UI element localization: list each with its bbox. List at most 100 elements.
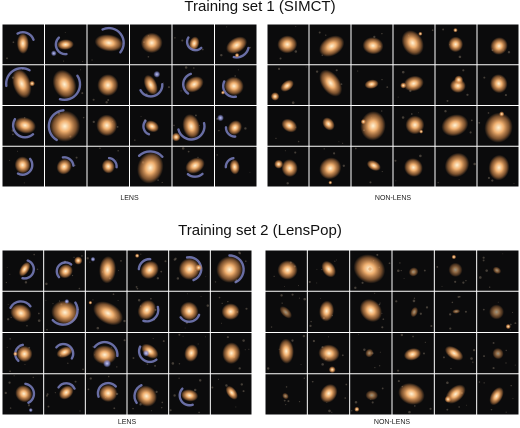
galaxy-source <box>140 32 163 54</box>
background-source <box>173 394 176 397</box>
background-source <box>7 303 9 305</box>
cutout-image <box>2 24 44 65</box>
background-source <box>298 401 301 403</box>
background-source <box>36 268 39 271</box>
background-source <box>374 367 376 369</box>
galaxy-source <box>136 385 157 407</box>
background-source <box>226 336 229 339</box>
background-source <box>399 262 401 264</box>
lensed-arc <box>16 157 34 176</box>
background-source <box>505 349 507 352</box>
background-source <box>457 295 460 298</box>
lensed-arc <box>101 26 125 54</box>
background-source <box>4 391 7 395</box>
galaxy-source <box>404 158 423 177</box>
background-source <box>464 310 467 313</box>
cutout-image <box>2 374 44 415</box>
cutout-image <box>45 65 87 105</box>
cutout-image <box>267 24 309 65</box>
background-source <box>193 388 197 392</box>
background-source <box>221 322 223 324</box>
background-source <box>117 300 119 301</box>
background-source <box>381 32 383 35</box>
lensed-arc <box>55 261 73 279</box>
background-source <box>483 355 485 358</box>
cutout-image <box>307 250 350 291</box>
cutout-image <box>392 374 434 415</box>
background-source <box>469 131 472 134</box>
background-source <box>401 116 405 119</box>
background-source <box>67 362 69 364</box>
background-source <box>333 152 336 155</box>
cutout-image <box>169 250 210 291</box>
galaxy-source <box>441 114 469 137</box>
cutout-image <box>351 106 393 146</box>
background-source <box>249 46 251 49</box>
background-source <box>305 66 307 68</box>
galaxy-source <box>178 258 201 280</box>
background-source <box>150 297 152 300</box>
background-source <box>316 282 318 284</box>
companion-source <box>453 28 458 33</box>
cutout-image <box>267 146 309 187</box>
background-source <box>490 408 493 411</box>
galaxy-source <box>408 267 419 277</box>
galaxy-source <box>93 301 123 326</box>
background-source <box>63 60 65 62</box>
galaxy-source <box>401 30 424 56</box>
background-source <box>408 410 411 414</box>
lensed-arc <box>222 80 237 99</box>
background-source <box>6 57 8 60</box>
cutout-image <box>477 65 519 105</box>
galaxy-source <box>12 69 32 99</box>
background-source <box>201 48 204 51</box>
background-source <box>491 179 494 182</box>
galaxy-source <box>137 152 164 184</box>
background-source <box>154 364 156 367</box>
background-source <box>161 181 163 184</box>
lensed-arc <box>58 74 82 101</box>
galaxy-source <box>318 344 340 363</box>
galaxy-source <box>226 36 248 54</box>
background-source <box>140 253 142 255</box>
galaxy-source <box>221 303 240 320</box>
background-source <box>386 86 389 88</box>
background-source <box>81 92 84 95</box>
cutout-image <box>2 65 44 105</box>
galaxy-source <box>10 303 32 323</box>
companion-source <box>29 80 35 87</box>
companion-source <box>217 114 224 122</box>
background-source <box>205 336 207 338</box>
galaxy-source <box>277 35 298 54</box>
background-source <box>297 140 300 143</box>
lensed-arc <box>137 257 152 271</box>
companion-source <box>153 70 161 78</box>
background-source <box>363 348 366 351</box>
cutout-image <box>435 106 477 146</box>
background-source <box>381 326 384 329</box>
background-source <box>437 182 439 184</box>
background-source <box>181 147 185 150</box>
companion-source <box>142 350 150 357</box>
background-source <box>473 162 476 166</box>
background-source <box>242 339 245 342</box>
cutout-image <box>350 374 392 415</box>
lensed-arc <box>93 340 119 358</box>
background-source <box>451 301 454 304</box>
background-source <box>297 285 300 287</box>
galaxy-source <box>410 306 419 318</box>
background-source <box>351 410 353 412</box>
background-source <box>400 269 402 272</box>
lensed-arc <box>21 259 36 280</box>
background-source <box>397 380 400 383</box>
background-source <box>483 382 485 384</box>
galaxy-source <box>321 260 336 278</box>
companion-source <box>74 256 83 265</box>
background-source <box>442 28 445 31</box>
background-source <box>354 147 357 150</box>
background-source <box>497 301 499 303</box>
background-source <box>273 275 275 277</box>
background-source <box>294 50 298 53</box>
galaxy-source <box>444 152 470 178</box>
background-source <box>87 388 90 391</box>
